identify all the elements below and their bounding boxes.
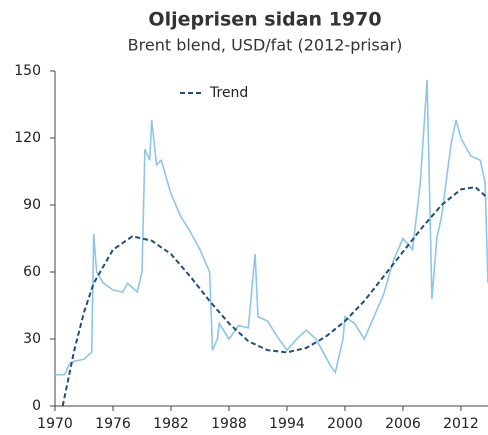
y-tick-label: 60: [23, 264, 41, 280]
x-tick-label: 1976: [95, 416, 131, 432]
x-tick-label: 2000: [327, 416, 363, 432]
x-tick-label: 2012: [443, 416, 479, 432]
x-tick-label: 1982: [153, 416, 189, 432]
y-tick-label: 0: [32, 398, 41, 414]
x-tick-label: 1994: [269, 416, 305, 432]
x-tick-label: 1970: [37, 416, 73, 432]
line-series: [55, 79, 488, 376]
y-tick-label: 120: [14, 130, 41, 146]
chart-title: Oljeprisen sidan 1970: [148, 9, 381, 31]
legend-label: Trend: [209, 85, 248, 101]
x-tick-label: 2006: [385, 416, 421, 432]
y-tick-label: 30: [23, 331, 41, 347]
line-series: [61, 186, 488, 407]
y-tick-label: 150: [14, 63, 41, 79]
y-tick-label: 90: [23, 197, 41, 213]
chart-subtitle: Brent blend, USD/fat (2012-prisar): [128, 36, 403, 55]
x-tick-label: 1988: [211, 416, 247, 432]
